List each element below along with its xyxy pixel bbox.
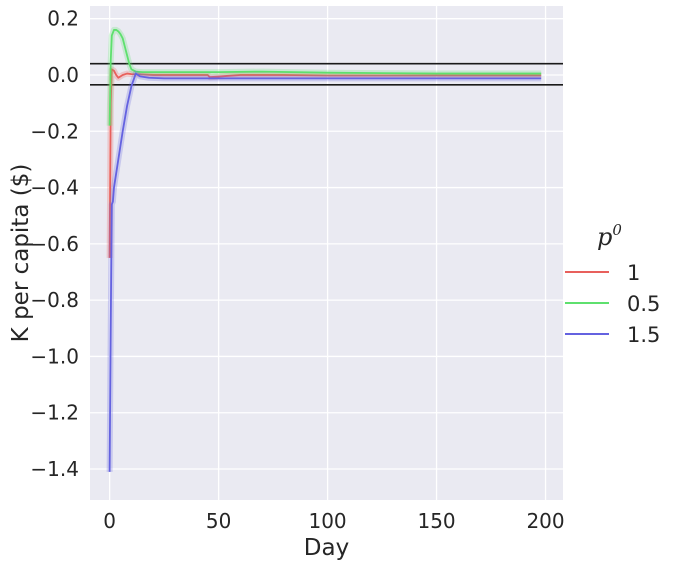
reference-lines [90,62,563,86]
series-line [108,29,542,126]
x-tick-label: 0 [103,509,116,533]
legend-title: p0 [597,221,622,251]
y-tick-label: −0.6 [30,232,79,256]
x-axis-title: Day [304,535,349,561]
x-tick-label: 200 [526,509,564,533]
y-tick-labels: 0.2 0.0 −0.2 −0.4 −0.6 −0.8 −1.0 −1.2 −1.4 [30,7,79,481]
y-tick-label: −0.2 [30,119,79,143]
y-tick-label: −0.8 [30,288,79,312]
x-tick-label: 100 [308,509,346,533]
plot-background [90,6,563,500]
y-tick-label: −1.0 [30,344,79,368]
legend-items: 1 0.5 1.5 [565,261,660,347]
y-tick-label: −1.2 [30,401,79,425]
y-tick-label: 0.0 [47,63,79,87]
legend: p0 1 0.5 1.5 [565,221,660,347]
y-axis-title: K per capita ($) [8,164,34,343]
legend-label: 1.5 [627,323,660,347]
series-line [108,72,542,472]
legend-label: 0.5 [627,292,660,316]
legend-label: 1 [627,261,640,285]
x-tick-labels: 0 50 100 150 200 [103,509,564,533]
x-tick-label: 150 [417,509,455,533]
series-lines [106,26,542,472]
y-tick-label: 0.2 [47,7,79,31]
legend-title-superscript: 0 [612,221,622,239]
x-tick-label: 50 [206,509,231,533]
y-tick-label: −0.4 [30,176,79,200]
y-tick-label: −1.4 [30,457,79,481]
grid [90,6,563,500]
legend-title-base: p [597,223,612,251]
